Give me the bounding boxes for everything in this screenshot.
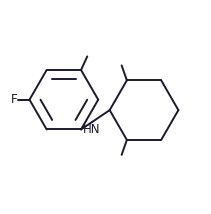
Text: HN: HN	[83, 123, 101, 136]
Text: F: F	[10, 93, 17, 106]
